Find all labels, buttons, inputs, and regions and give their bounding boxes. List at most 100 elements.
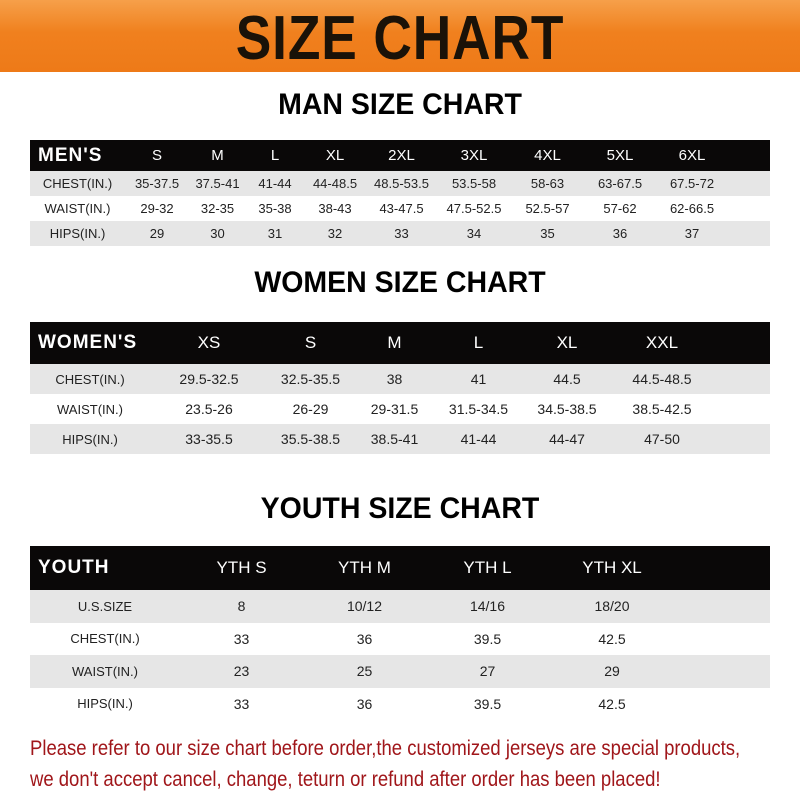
size-value: 47-50 (644, 431, 680, 447)
title-banner: SIZE CHART (0, 0, 800, 73)
size-value: 39.5 (473, 630, 502, 647)
women-section-title: WOMEN SIZE CHART (254, 266, 546, 299)
size-value: 27 (479, 663, 496, 680)
size-value: 29.5-32.5 (179, 371, 239, 387)
size-header: XL (556, 333, 578, 352)
size-value: 37 (684, 226, 700, 241)
size-value: 58-63 (530, 176, 565, 191)
size-header: XXL (645, 333, 679, 352)
size-header: XS (197, 333, 221, 352)
row-label: HIPS(IN.) (77, 696, 133, 712)
size-value: 35 (540, 226, 555, 241)
size-value: 38 (386, 371, 403, 387)
size-value: 57-62 (603, 201, 637, 216)
table-row: HIPS(IN.) 29 30 31 32 33 34 35 36 37 (30, 221, 770, 246)
size-value: 35-38 (258, 201, 292, 216)
size-header: YTH S (216, 558, 267, 577)
size-value: 48.5-53.5 (374, 176, 429, 191)
size-value: 29-31.5 (370, 401, 419, 417)
size-value: 38.5-42.5 (632, 401, 692, 417)
row-label: CHEST(IN.) (42, 176, 113, 191)
size-value: 8 (237, 598, 246, 615)
size-header: L (473, 333, 484, 352)
size-value: 44-47 (549, 431, 585, 447)
size-value: 44-48.5 (312, 176, 358, 191)
size-value: 47.5-52.5 (446, 201, 502, 216)
size-header: 5XL (606, 147, 634, 164)
size-value: 29-32 (140, 201, 174, 216)
table-row: CHEST(IN.) 35-37.5 37.5-41 41-44 44-48.5 48.5… (30, 171, 770, 196)
youth-section-title: YOUTH SIZE CHART (260, 492, 540, 525)
size-header: S (304, 333, 317, 352)
table-header-row: WOMEN'S XS S M L XL XXL (30, 322, 770, 364)
size-header: YTH XL (582, 558, 642, 577)
table-header-row: YOUTH YTH S YTH M YTH L YTH XL (30, 546, 770, 590)
size-value: 39.5 (473, 695, 502, 712)
notice-line: we don't accept cancel, change, teturn o… (30, 767, 661, 791)
size-header: 3XL (460, 147, 488, 164)
size-value: 37.5-41 (195, 176, 240, 191)
row-label: WAIST(IN.) (57, 401, 123, 417)
row-label: CHEST(IN.) (55, 371, 125, 387)
table-row: U.S.SIZE 8 10/12 14/16 18/20 (30, 590, 770, 623)
size-value: 42.5 (598, 630, 626, 647)
size-value: 44.5-48.5 (632, 371, 692, 387)
size-value: 29 (604, 663, 620, 680)
size-value: 41-44 (258, 176, 292, 191)
women-size-table: WOMEN'S XS S M L XL XXL CHEST(IN.) 29.5-32.5 32.5… (30, 322, 770, 454)
size-header: YTH M (338, 558, 391, 577)
size-value: 34 (466, 226, 482, 241)
row-label: HIPS(IN.) (62, 431, 118, 447)
youth-size-table: YOUTH YTH S YTH M YTH L YTH XL U.S.SIZE 8 10/12… (30, 546, 770, 720)
row-label: WAIST(IN.) (44, 201, 111, 216)
size-value: 38.5-41 (370, 431, 419, 447)
size-header: L (270, 147, 280, 164)
notice-line: Please refer to our size chart before or… (30, 736, 741, 760)
size-value: 23.5-26 (185, 401, 233, 417)
size-header: 6XL (678, 147, 706, 164)
table-row: CHEST(IN.) 29.5-32.5 32.5-35.5 38 41 44.5 44.5… (30, 364, 770, 394)
size-value: 30 (210, 226, 225, 241)
size-value: 36 (356, 630, 373, 647)
table-title-cell: YOUTH (38, 557, 110, 578)
size-value: 44.5 (553, 371, 581, 387)
table-title-cell: MEN'S (38, 144, 103, 166)
size-value: 41 (470, 371, 487, 387)
size-header: S (151, 147, 162, 164)
size-header: XL (325, 147, 345, 164)
size-value: 29 (149, 226, 165, 241)
size-value: 26-29 (292, 401, 329, 417)
size-header: YTH L (463, 558, 512, 577)
size-header: M (387, 333, 402, 352)
row-label: WAIST(IN.) (72, 663, 138, 679)
size-value: 35-37.5 (134, 176, 180, 191)
size-header: 4XL (534, 147, 561, 164)
men-section-title: MAN SIZE CHART (278, 88, 522, 121)
size-value: 33 (233, 630, 250, 647)
size-value: 34.5-38.5 (537, 401, 597, 417)
size-value: 25 (356, 663, 373, 680)
size-value: 63-67.5 (597, 176, 643, 191)
size-value: 33 (394, 226, 409, 241)
size-value: 14/16 (469, 598, 506, 615)
size-value: 42.5 (598, 695, 626, 712)
size-value: 23 (233, 663, 250, 680)
table-row: WAIST(IN.) 23 25 27 29 (30, 655, 770, 688)
size-value: 32-35 (200, 201, 235, 216)
table-row: CHEST(IN.) 33 36 39.5 42.5 (30, 622, 770, 655)
men-size-table: MEN'S S M L XL 2XL 3XL 4XL 5XL 6XL CHEST(IN.) 35-37… (30, 140, 770, 246)
size-value: 43-47.5 (379, 201, 424, 216)
size-value: 38-43 (318, 201, 352, 216)
table-row: HIPS(IN.) 33 36 39.5 42.5 (30, 687, 770, 720)
size-value: 33 (233, 695, 250, 712)
size-value: 31 (267, 226, 283, 241)
size-value: 35.5-38.5 (280, 431, 341, 447)
size-value: 52.5-57 (525, 201, 570, 216)
table-row: WAIST(IN.) 23.5-26 26-29 29-31.5 31.5-34.5 34… (30, 394, 770, 424)
table-row: WAIST(IN.) 29-32 32-35 35-38 38-43 43-47.5 47.… (30, 196, 770, 221)
size-value: 18/20 (594, 598, 630, 615)
size-value: 62-66.5 (669, 201, 715, 216)
table-title-cell: WOMEN'S (38, 332, 138, 353)
order-notice: Please refer to our size chart before or… (30, 733, 795, 795)
row-label: U.S.SIZE (77, 598, 133, 614)
